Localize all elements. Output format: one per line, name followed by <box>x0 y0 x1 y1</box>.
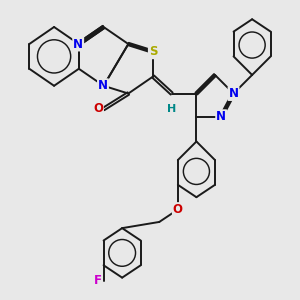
Text: N: N <box>229 87 238 100</box>
Text: O: O <box>173 203 183 216</box>
Text: O: O <box>93 103 103 116</box>
Text: N: N <box>216 110 226 123</box>
Text: N: N <box>98 79 108 92</box>
Text: F: F <box>94 274 102 287</box>
Text: N: N <box>73 38 83 50</box>
Text: H: H <box>167 104 176 114</box>
Text: S: S <box>149 45 157 58</box>
